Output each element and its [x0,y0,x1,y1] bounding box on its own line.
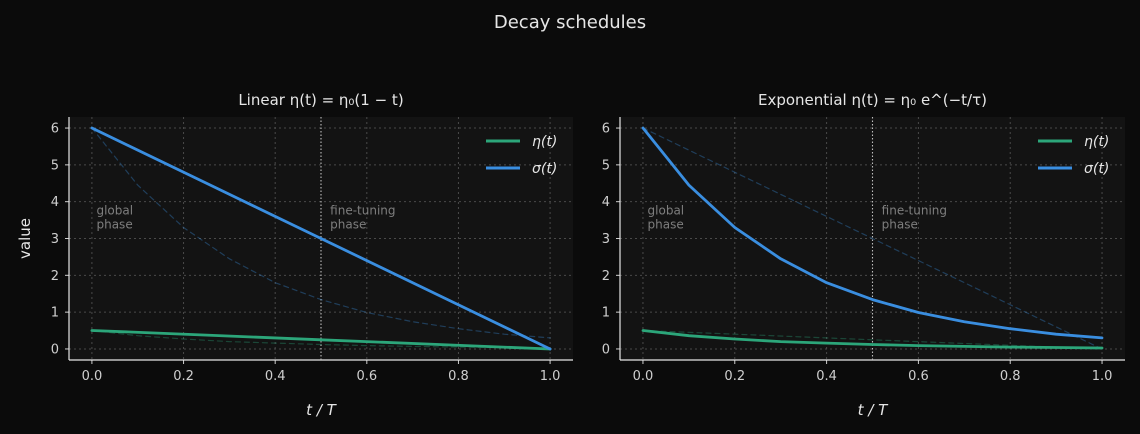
series-line-eta [90,329,552,351]
x-axis-label: t / T [306,401,337,419]
y-tick-label: 0 [602,342,610,357]
x-tick-label: 0.8 [448,369,469,384]
y-tick-label: 3 [51,232,59,247]
y-tick-label: 6 [602,122,610,137]
y-tick-label: 1 [51,306,59,321]
phase-annotation: fine-tuning phase [882,203,947,231]
reference-series-line [642,127,1103,350]
series-line-sigma [90,126,552,351]
legend-label: η(t) [1084,134,1109,150]
y-tick-label: 2 [602,269,610,284]
x-tick-label: 0.4 [816,369,837,384]
phase-annotation-line: phase [330,217,366,231]
x-axis-label: t / T [858,401,889,419]
y-tick-label: 3 [602,232,610,247]
reference-series-line [91,127,551,339]
x-tick-label: 0.0 [633,369,654,384]
x-tick-label: 0.2 [724,369,745,384]
phase-annotation-line: global [96,203,133,217]
phase-annotation: global phase [648,203,685,231]
x-tick-label: 0.2 [173,369,194,384]
legend-label: η(t) [532,134,557,150]
phase-annotation-line: global [648,203,685,217]
phase-annotation-line: phase [882,217,918,231]
y-axis-label: value [16,218,34,259]
series-line-sigma [641,126,1104,340]
phase-annotation-line: phase [96,217,132,231]
series-line-eta [641,329,1104,350]
y-tick-label: 0 [51,342,59,357]
legend-label: σ(t) [532,161,557,177]
phase-annotation: global phase [96,203,133,231]
y-tick-label: 4 [602,195,610,210]
x-tick-label: 0.0 [82,369,103,384]
y-tick-label: 2 [51,269,59,284]
x-tick-label: 0.8 [1000,369,1021,384]
phase-annotation: fine-tuning phase [330,203,395,231]
panel-title: Exponential η(t) = η₀ e^(−t/τ) [758,91,987,109]
x-tick-label: 0.6 [908,369,929,384]
legend-label: σ(t) [1084,161,1109,177]
panel-title: Linear η(t) = η₀(1 − t) [238,91,403,109]
y-tick-label: 1 [602,306,610,321]
x-tick-label: 1.0 [1092,369,1113,384]
y-tick-label: 5 [602,158,610,173]
phase-annotation-line: fine-tuning [882,203,947,217]
y-tick-label: 6 [51,122,59,137]
x-tick-label: 1.0 [540,369,561,384]
y-tick-label: 4 [51,195,59,210]
phase-annotation-line: fine-tuning [330,203,395,217]
y-tick-label: 5 [51,158,59,173]
x-tick-label: 0.4 [265,369,286,384]
figure-title: Decay schedules [493,12,647,33]
phase-annotation-line: phase [648,217,684,231]
x-tick-label: 0.6 [356,369,377,384]
